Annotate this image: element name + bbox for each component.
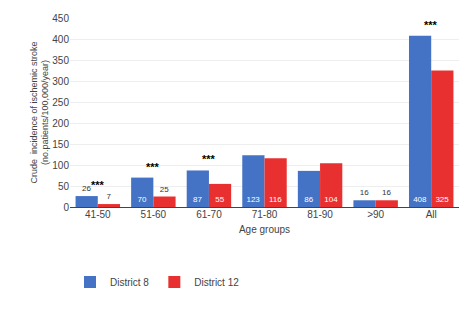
svg-text:200: 200 — [52, 118, 69, 129]
svg-text:116: 116 — [269, 195, 282, 204]
svg-text:55: 55 — [215, 195, 224, 204]
svg-text:51-60: 51-60 — [141, 209, 167, 220]
svg-text:Crude incidence of ischemic s: Crude incidence of ischemic stroke(no.pa… — [29, 41, 51, 183]
svg-text:87: 87 — [193, 195, 202, 204]
svg-text:***: *** — [91, 179, 105, 191]
svg-text:***: *** — [202, 153, 216, 165]
svg-text:Age groups: Age groups — [239, 224, 290, 235]
svg-text:325: 325 — [435, 195, 449, 204]
svg-text:41-50: 41-50 — [85, 209, 111, 220]
svg-text:300: 300 — [52, 76, 69, 87]
svg-text:26: 26 — [82, 184, 91, 193]
svg-text:150: 150 — [52, 139, 69, 150]
svg-text:61-70: 61-70 — [196, 209, 222, 220]
svg-text:16: 16 — [382, 188, 391, 197]
svg-text:450: 450 — [52, 13, 69, 24]
svg-text:***: *** — [424, 19, 438, 31]
svg-text:400: 400 — [52, 34, 69, 45]
svg-text:350: 350 — [52, 55, 69, 66]
svg-text:District 8: District 8 — [110, 277, 149, 288]
svg-text:>90: >90 — [367, 209, 384, 220]
svg-text:***: *** — [146, 161, 160, 173]
svg-text:104: 104 — [324, 195, 338, 204]
svg-text:100: 100 — [52, 160, 69, 171]
svg-text:71-80: 71-80 — [252, 209, 278, 220]
svg-text:408: 408 — [413, 195, 427, 204]
svg-text:District 12: District 12 — [194, 277, 239, 288]
svg-text:50: 50 — [58, 181, 70, 192]
svg-text:250: 250 — [52, 97, 69, 108]
svg-text:70: 70 — [138, 195, 147, 204]
svg-text:16: 16 — [360, 188, 369, 197]
svg-text:86: 86 — [304, 195, 313, 204]
svg-text:25: 25 — [160, 185, 169, 194]
svg-text:0: 0 — [63, 202, 69, 213]
svg-text:81-90: 81-90 — [307, 209, 333, 220]
svg-text:123: 123 — [246, 195, 260, 204]
svg-text:All: All — [426, 209, 437, 220]
svg-text:7: 7 — [106, 192, 111, 201]
